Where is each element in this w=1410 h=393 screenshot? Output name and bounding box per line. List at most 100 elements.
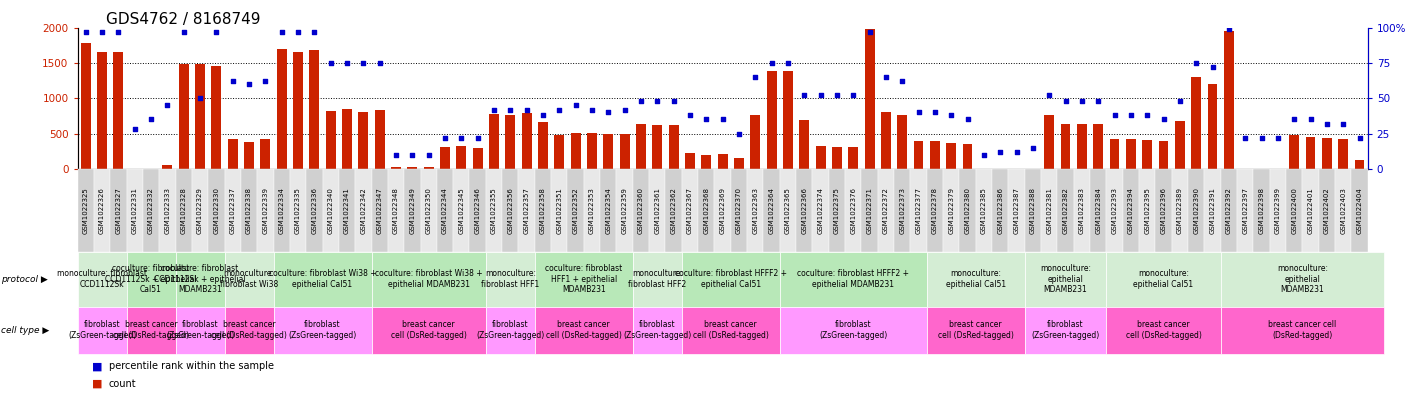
Text: GSM1022373: GSM1022373 (900, 187, 905, 234)
Point (368, 60, 391, 66)
Point (1316, 121, 1338, 127)
Text: monoculture:
fibroblast HFF2: monoculture: fibroblast HFF2 (629, 269, 687, 289)
Bar (783, 71, 792, 169)
Text: GSM1022380: GSM1022380 (964, 187, 970, 234)
Text: GSM1022339: GSM1022339 (262, 187, 268, 234)
Point (271, 29, 293, 35)
Point (728, 130, 750, 137)
Point (712, 116, 735, 123)
Point (238, 81, 261, 87)
Text: GSM1022378: GSM1022378 (932, 187, 938, 234)
Text: GSM1022342: GSM1022342 (361, 187, 367, 233)
Text: GSM1022331: GSM1022331 (131, 187, 138, 234)
Bar (636, 124, 646, 169)
Text: GSM1022352: GSM1022352 (572, 187, 578, 233)
Point (450, 135, 472, 141)
Bar (849, 147, 859, 169)
Point (1218, 26, 1241, 32)
Point (400, 152, 423, 158)
Text: breast cancer cell
(DsRed-tagged): breast cancer cell (DsRed-tagged) (1268, 320, 1337, 340)
Point (1103, 112, 1125, 118)
Text: GSM1022341: GSM1022341 (344, 187, 350, 234)
Bar (440, 147, 450, 169)
Bar (1045, 115, 1055, 169)
Bar (1224, 31, 1234, 169)
Text: GSM1022328: GSM1022328 (180, 187, 186, 234)
Bar (1175, 121, 1184, 169)
Point (940, 112, 963, 118)
Point (792, 92, 815, 99)
Text: GSM1022400: GSM1022400 (1292, 187, 1297, 234)
Text: GSM1022363: GSM1022363 (753, 187, 759, 234)
Point (254, 78, 276, 84)
Point (874, 74, 897, 80)
Text: GSM1022399: GSM1022399 (1275, 187, 1280, 234)
Text: monoculture:
epithelial Cal51: monoculture: epithelial Cal51 (946, 269, 1005, 289)
Text: fibroblast
(ZsGreen-tagged): fibroblast (ZsGreen-tagged) (289, 320, 357, 340)
Point (956, 116, 979, 123)
Bar (326, 111, 336, 169)
Point (1136, 112, 1159, 118)
Point (303, 29, 326, 35)
Point (596, 109, 619, 116)
Point (221, 78, 244, 84)
Point (1234, 135, 1256, 141)
Point (924, 109, 946, 116)
Point (630, 98, 653, 104)
Point (320, 60, 343, 66)
Text: GSM1022379: GSM1022379 (949, 187, 955, 234)
Text: GSM1022368: GSM1022368 (704, 187, 709, 234)
Text: GSM1022344: GSM1022344 (441, 187, 448, 233)
Point (532, 112, 554, 118)
Bar (735, 158, 744, 169)
Bar (489, 114, 499, 169)
Point (1184, 60, 1207, 66)
Text: monoculture:
fibroblast Wi38: monoculture: fibroblast Wi38 (220, 269, 278, 289)
Point (467, 135, 489, 141)
Bar (505, 115, 515, 169)
Text: GSM1022329: GSM1022329 (197, 187, 203, 234)
Point (973, 152, 995, 158)
Point (204, 29, 227, 35)
Bar (1323, 138, 1332, 169)
Text: GSM1022357: GSM1022357 (523, 187, 530, 234)
Text: GSM1022377: GSM1022377 (915, 187, 922, 234)
Point (842, 92, 864, 99)
Bar (539, 122, 548, 169)
Bar (522, 113, 532, 169)
Text: GSM1022404: GSM1022404 (1356, 187, 1362, 233)
Text: GSM1022346: GSM1022346 (475, 187, 481, 234)
Point (859, 29, 881, 35)
Text: coculture: fibroblast
CCD1112Sk + epithelial
MDAMB231: coculture: fibroblast CCD1112Sk + epithe… (154, 264, 245, 294)
Text: GSM1022345: GSM1022345 (458, 187, 464, 233)
Text: GSM1022359: GSM1022359 (622, 187, 627, 234)
Text: GSM1022354: GSM1022354 (605, 187, 612, 233)
Text: GSM1022392: GSM1022392 (1225, 187, 1232, 234)
Text: protocol ▶: protocol ▶ (1, 275, 48, 283)
Point (90, 29, 113, 35)
Bar (554, 135, 564, 169)
Point (1038, 92, 1060, 99)
Text: GSM1022337: GSM1022337 (230, 187, 235, 234)
Point (1251, 135, 1273, 141)
Text: breast cancer
cell (DsRed-tagged): breast cancer cell (DsRed-tagged) (546, 320, 622, 340)
Text: fibroblast
(ZsGreen-tagged): fibroblast (ZsGreen-tagged) (68, 320, 137, 340)
Text: GSM1022367: GSM1022367 (687, 187, 692, 234)
Text: GSM1022325: GSM1022325 (83, 187, 89, 233)
Bar (571, 133, 581, 169)
Text: GSM1022333: GSM1022333 (165, 187, 171, 234)
Bar (1338, 139, 1348, 169)
Point (172, 29, 195, 35)
Text: GSM1022338: GSM1022338 (245, 187, 252, 234)
Bar (750, 114, 760, 169)
Text: GSM1022349: GSM1022349 (409, 187, 416, 234)
Bar (718, 154, 728, 169)
Text: fibroblast
(ZsGreen-tagged): fibroblast (ZsGreen-tagged) (477, 320, 544, 340)
Point (1022, 145, 1045, 151)
Text: coculture: fibroblast
CCD1112Sk + epithelial
Cal51: coculture: fibroblast CCD1112Sk + epithe… (106, 264, 197, 294)
Text: monoculture:
epithelial
MDAMB231: monoculture: epithelial MDAMB231 (1041, 264, 1091, 294)
Bar (931, 141, 940, 169)
Point (516, 107, 539, 113)
Text: fibroblast
(ZsGreen-tagged): fibroblast (ZsGreen-tagged) (1032, 320, 1100, 340)
Text: percentile rank within the sample: percentile rank within the sample (109, 362, 274, 371)
